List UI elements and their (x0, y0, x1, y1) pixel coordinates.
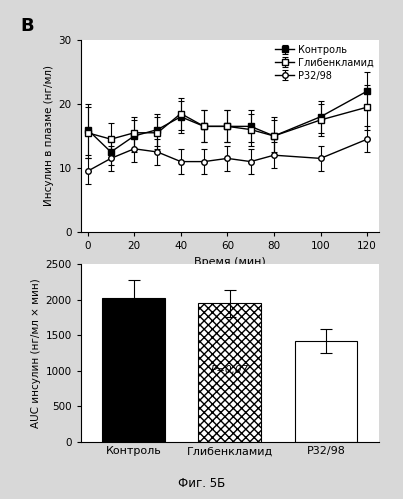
Legend: Контроль, Глибенкламид, P32/98: Контроль, Глибенкламид, P32/98 (271, 41, 378, 84)
Y-axis label: AUC инсулин (нг/мл × мин): AUC инсулин (нг/мл × мин) (31, 278, 41, 428)
Bar (198, 303, 261, 442)
Text: Фиг. 5Б: Фиг. 5Б (178, 477, 225, 490)
Bar (102, 298, 165, 442)
Text: P=0,07: P=0,07 (211, 365, 249, 375)
Text: B: B (20, 17, 34, 35)
X-axis label: Время (мин): Время (мин) (194, 256, 266, 266)
Bar (295, 341, 357, 442)
Y-axis label: Инсулин в плазме (нг/мл): Инсулин в плазме (нг/мл) (44, 65, 54, 207)
